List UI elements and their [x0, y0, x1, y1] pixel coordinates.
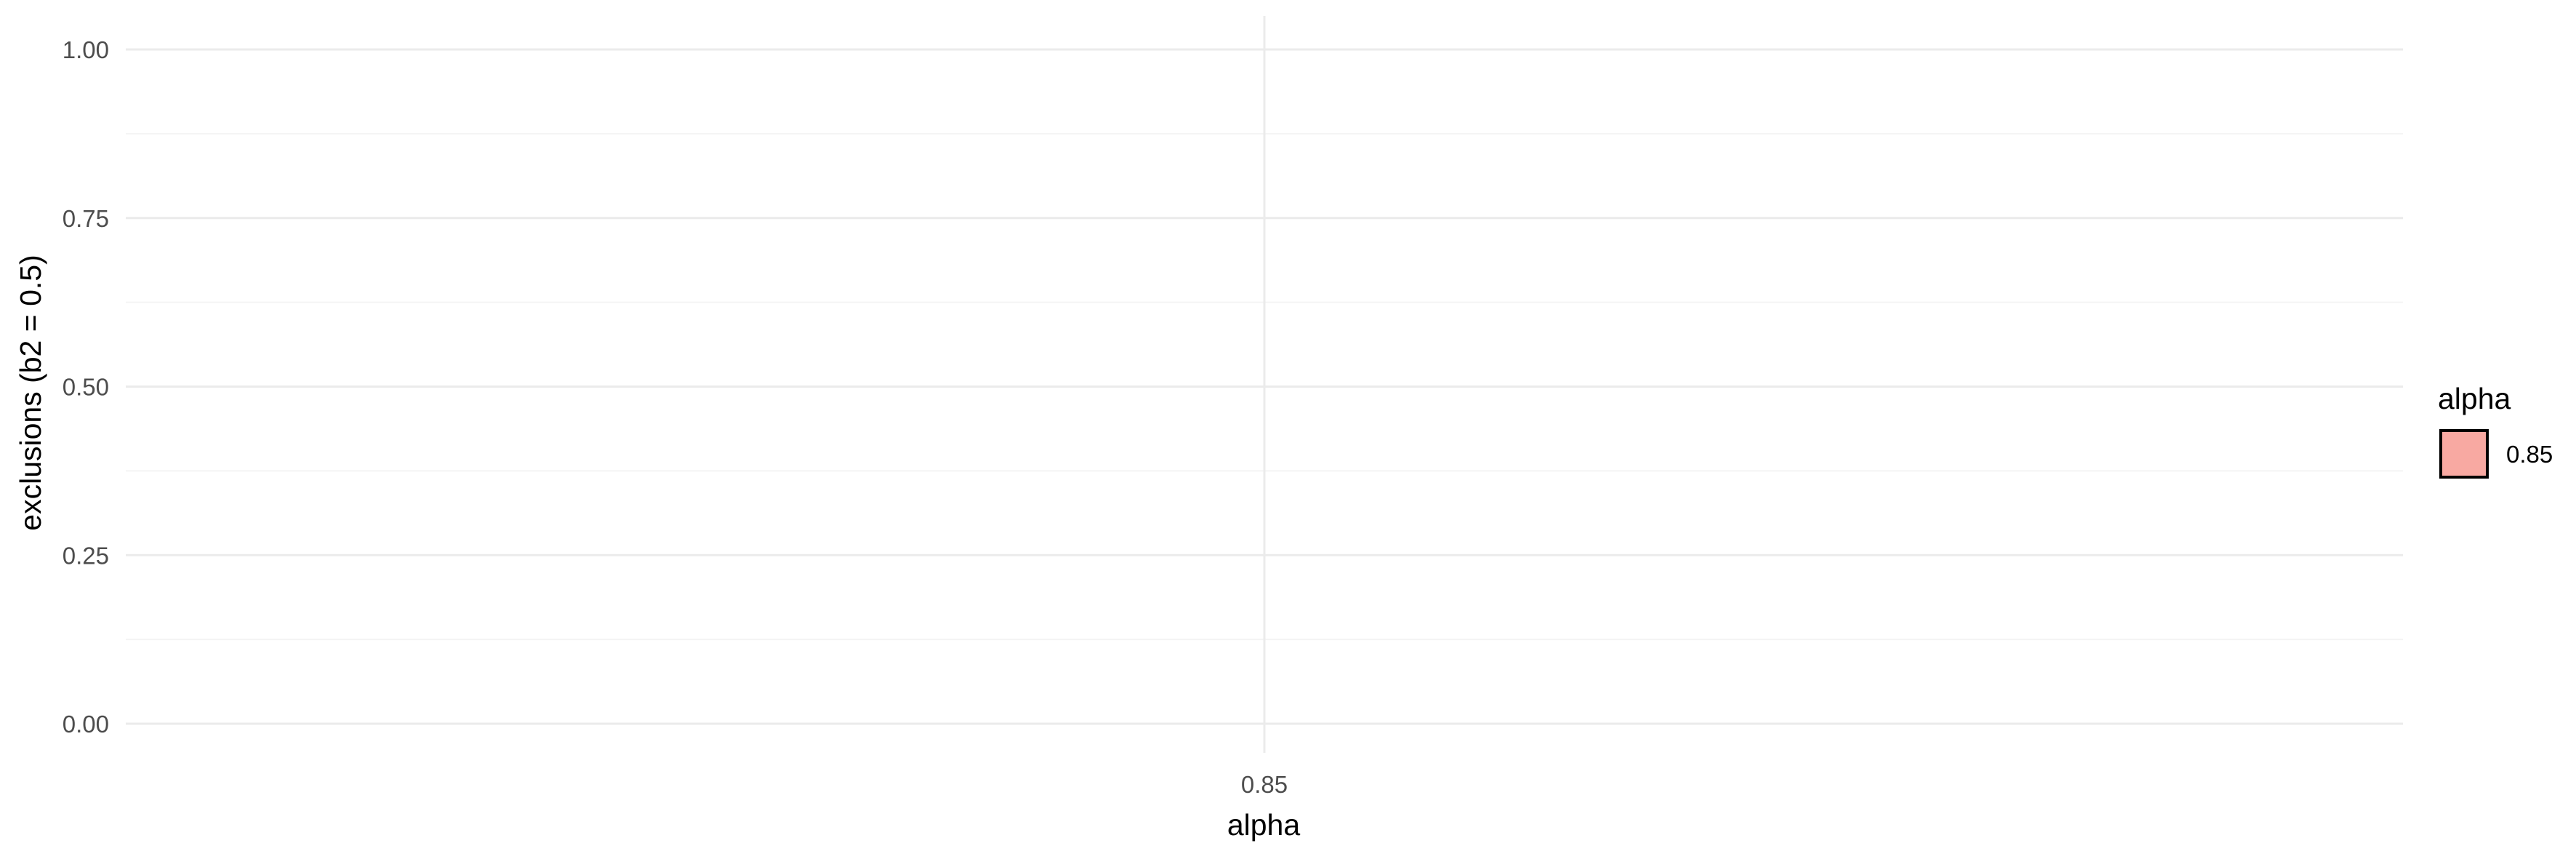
x-tick-labels: 0.85 — [1241, 771, 1288, 798]
legend-title: alpha — [2438, 382, 2511, 415]
major-gridlines — [126, 16, 2403, 753]
x-tick-label: 0.85 — [1241, 771, 1288, 798]
x-axis-title: alpha — [1227, 808, 1301, 842]
y-axis-title: exclusions (b2 = 0.5) — [14, 255, 47, 530]
y-tick-labels: 0.00 0.25 0.50 0.75 1.00 — [63, 36, 109, 738]
y-tick-label: 0.75 — [63, 205, 109, 232]
legend: alpha 0.85 — [2438, 382, 2553, 479]
legend-key-0.85 — [2439, 429, 2489, 479]
y-tick-label: 0.25 — [63, 542, 109, 569]
legend-label-0.85: 0.85 — [2506, 441, 2553, 468]
y-tick-label: 0.50 — [63, 374, 109, 401]
y-tick-label: 1.00 — [63, 36, 109, 63]
y-tick-label: 0.00 — [63, 711, 109, 738]
